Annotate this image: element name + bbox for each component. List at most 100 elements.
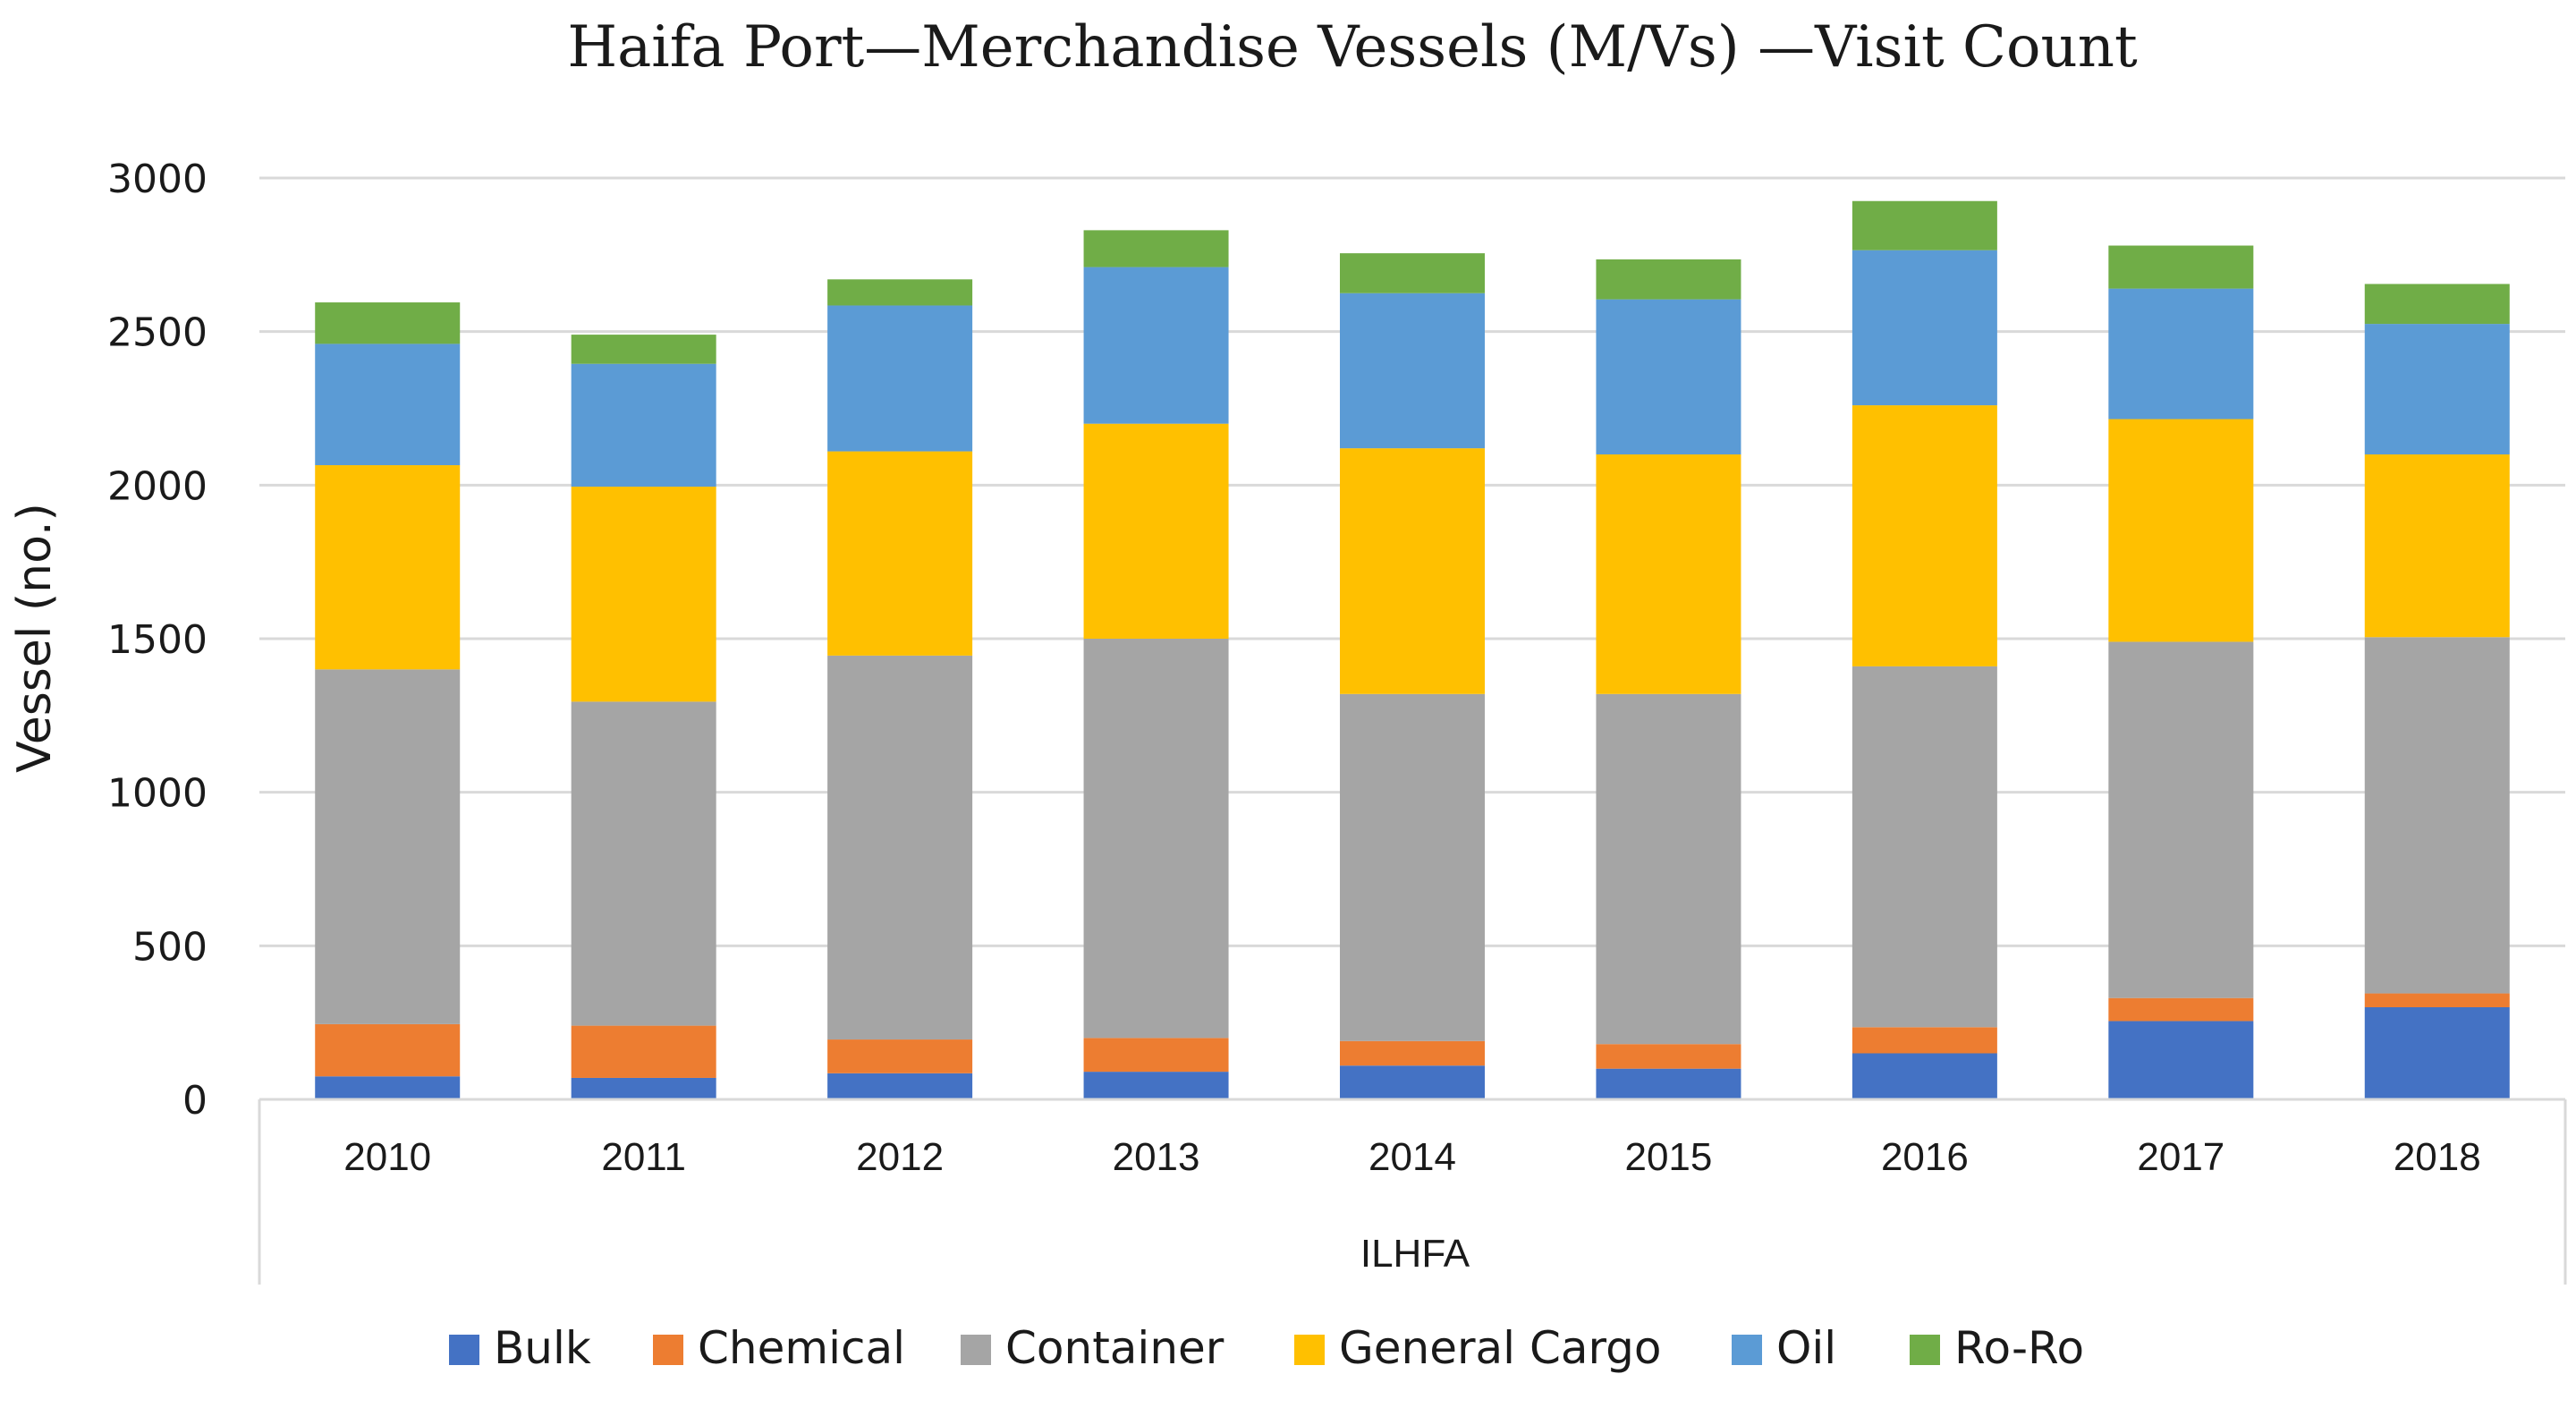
bar-bulk: Bulk 2011: 70 (571, 1077, 716, 1099)
bar-ro-ro: Ro-Ro 2010: 135 (315, 302, 461, 344)
bar-stack-2018: Bulk 2018: 300Chemical 2018: 45Container… (2364, 284, 2510, 1099)
chart-title: Haifa Port—Merchandise Vessels (M/Vs) —V… (567, 14, 2138, 81)
bar-stack-2013: Bulk 2013: 90Chemical 2013: 110Container… (1083, 230, 1229, 1099)
bar-bulk: Bulk 2015: 100 (1596, 1068, 1741, 1099)
bar-chemical: Chemical 2010: 170 (315, 1023, 461, 1077)
legend-item-chemical: Chemical (653, 1322, 905, 1374)
bar-oil: Oil 2016: 505 (1852, 250, 1997, 406)
bar-ro-ro: Ro-Ro 2014: 130 (1340, 253, 1485, 293)
bar-container: Container 2012: 1250 (827, 655, 973, 1040)
bar-container: Container 2013: 1300 (1083, 639, 1229, 1039)
bar-oil: Oil 2010: 395 (315, 344, 461, 466)
x-tick-label: 2015 (1624, 1135, 1712, 1179)
legend-swatch (653, 1335, 683, 1365)
bar-stack-2017: Bulk 2017: 255Chemical 2017: 75Container… (2108, 245, 2254, 1099)
bar-container: Container 2017: 1160 (2108, 641, 2254, 998)
x-tick-label: 2011 (601, 1135, 686, 1179)
legend-swatch (1294, 1335, 1325, 1365)
bar-chemical: Chemical 2018: 45 (2364, 993, 2510, 1007)
bar-container: Container 2014: 1130 (1340, 693, 1485, 1041)
bar-general-cargo: General Cargo 2016: 850 (1852, 405, 1997, 666)
bar-chemical: Chemical 2014: 80 (1340, 1040, 1485, 1066)
y-axis-label: Vessel (no.) (8, 503, 62, 773)
y-tick-label: 2500 (107, 310, 208, 356)
x-tick-label: 2016 (1881, 1135, 1969, 1179)
legend-swatch (1732, 1335, 1762, 1365)
y-tick-label: 500 (132, 924, 208, 970)
x-tick-label: 2012 (856, 1135, 944, 1179)
bar-general-cargo: General Cargo 2018: 595 (2364, 454, 2510, 638)
bar-container: Container 2016: 1175 (1852, 666, 1997, 1028)
bar-stack-2012: Bulk 2012: 85Chemical 2012: 110Container… (827, 279, 973, 1099)
bar-general-cargo: General Cargo 2011: 700 (571, 487, 716, 702)
legend-swatch (961, 1335, 991, 1365)
bar-ro-ro: Ro-Ro 2017: 140 (2108, 245, 2254, 289)
bar-general-cargo: General Cargo 2015: 780 (1596, 454, 1741, 694)
bar-general-cargo: General Cargo 2013: 700 (1083, 423, 1229, 639)
bar-stack-2015: Bulk 2015: 100Chemical 2015: 80Container… (1596, 259, 1741, 1099)
bar-container: Container 2011: 1055 (571, 701, 716, 1026)
legend-item-container: Container (961, 1322, 1224, 1374)
bar-ro-ro: Ro-Ro 2012: 85 (827, 279, 973, 306)
bar-chemical: Chemical 2013: 110 (1083, 1038, 1229, 1073)
bar-container: Container 2015: 1140 (1596, 693, 1741, 1045)
legend-swatch (449, 1335, 479, 1365)
bar-ro-ro: Ro-Ro 2018: 130 (2364, 284, 2510, 325)
legend-swatch (1910, 1335, 1940, 1365)
bar-general-cargo: General Cargo 2017: 725 (2108, 419, 2254, 642)
bar-chemical: Chemical 2015: 80 (1596, 1044, 1741, 1069)
bar-general-cargo: General Cargo 2012: 665 (827, 451, 973, 656)
bar-bulk: Bulk 2017: 255 (2108, 1021, 2254, 1099)
x-axis: 2010 2011 2012 2013 2014 2015 2016 2017 2018 (258, 1098, 2567, 1285)
x-tick-label: 2018 (2394, 1135, 2481, 1179)
bar-container: Container 2010: 1155 (315, 669, 461, 1024)
bar-oil: Oil 2018: 425 (2364, 324, 2510, 454)
legend-item-ro-ro: Ro-Ro (1910, 1322, 2084, 1374)
bar-bulk: Bulk 2013: 90 (1083, 1072, 1229, 1099)
legend-label: General Cargo (1339, 1322, 1662, 1374)
y-tick-label: 3000 (107, 157, 208, 202)
bar-bulk: Bulk 2010: 75 (315, 1076, 461, 1099)
legend: Bulk Chemical Container General Cargo Oil Ro-… (449, 1322, 2084, 1374)
bar-ro-ro: Ro-Ro 2011: 95 (571, 335, 716, 364)
bar-ro-ro: Ro-Ro 2016: 160 (1852, 200, 1997, 250)
bar-general-cargo: General Cargo 2014: 800 (1340, 448, 1485, 694)
bars: Bulk 2010: 75Chemical 2010: 170Container… (315, 200, 2510, 1099)
legend-label: Chemical (698, 1322, 905, 1374)
bar-container: Container 2018: 1160 (2364, 637, 2510, 994)
bar-stack-2011: Bulk 2011: 70Chemical 2011: 170Container… (571, 335, 716, 1099)
bar-oil: Oil 2017: 425 (2108, 288, 2254, 420)
bar-stack-2014: Bulk 2014: 110Chemical 2014: 80Container… (1340, 253, 1485, 1099)
legend-label: Bulk (494, 1322, 591, 1374)
y-tick-label: 0 (182, 1078, 208, 1124)
x-tick-label: 2013 (1113, 1135, 1200, 1179)
bar-general-cargo: General Cargo 2010: 665 (315, 465, 461, 670)
legend-label: Oil (1776, 1322, 1836, 1374)
bar-oil: Oil 2013: 510 (1083, 267, 1229, 424)
bar-oil: Oil 2015: 505 (1596, 299, 1741, 454)
y-axis-ticks: 0 500 1000 1500 2000 2500 3000 (107, 157, 208, 1124)
y-tick-label: 2000 (107, 463, 208, 509)
bar-chemical: Chemical 2017: 75 (2108, 997, 2254, 1022)
legend-item-general-cargo: General Cargo (1294, 1322, 1662, 1374)
x-axis-group-label: ILHFA (1360, 1232, 1470, 1276)
bar-ro-ro: Ro-Ro 2013: 120 (1083, 230, 1229, 267)
bar-ro-ro: Ro-Ro 2015: 130 (1596, 259, 1741, 300)
bar-stack-2010: Bulk 2010: 75Chemical 2010: 170Container… (315, 302, 461, 1099)
x-tick-label: 2014 (1368, 1135, 1456, 1179)
y-tick-label: 1500 (107, 617, 208, 663)
y-tick-label: 1000 (107, 771, 208, 817)
x-tick-label: 2017 (2137, 1135, 2224, 1179)
bar-bulk: Bulk 2014: 110 (1340, 1065, 1485, 1099)
bar-bulk: Bulk 2018: 300 (2364, 1007, 2510, 1099)
legend-label: Ro-Ro (1954, 1322, 2084, 1374)
legend-item-oil: Oil (1732, 1322, 1836, 1374)
bar-bulk: Bulk 2016: 150 (1852, 1053, 1997, 1099)
legend-item-bulk: Bulk (449, 1322, 591, 1374)
bar-oil: Oil 2011: 400 (571, 363, 716, 488)
bar-oil: Oil 2014: 505 (1340, 293, 1485, 449)
bar-oil: Oil 2012: 475 (827, 305, 973, 452)
bar-chemical: Chemical 2012: 110 (827, 1039, 973, 1073)
bar-chemical: Chemical 2016: 85 (1852, 1027, 1997, 1054)
